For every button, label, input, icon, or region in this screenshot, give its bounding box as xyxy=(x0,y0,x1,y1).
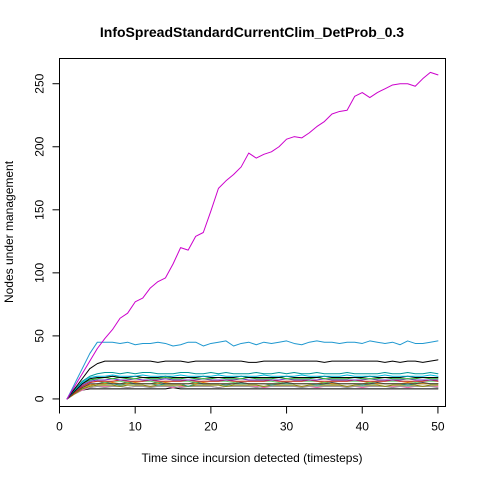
series-line-run-black-30 xyxy=(66,359,439,400)
series-line-run-green xyxy=(66,377,439,400)
x-tick-label: 10 xyxy=(129,420,143,434)
y-tick-label: 150 xyxy=(33,199,47,219)
x-tick-label: 20 xyxy=(204,420,218,434)
series-line-run-black-8 xyxy=(66,387,439,400)
y-tick-label: 100 xyxy=(33,263,47,283)
series-line-run-red xyxy=(66,379,439,400)
x-axis: 0 10 20 30 40 50 xyxy=(56,406,445,434)
y-axis: 0 50 100 150 200 250 xyxy=(33,73,60,402)
y-tick-label: 0 xyxy=(33,395,47,402)
y-tick-label: 250 xyxy=(33,73,47,93)
x-tick-label: 30 xyxy=(280,420,294,434)
series-line-run-steelblue xyxy=(66,340,439,400)
x-tick-label: 0 xyxy=(56,420,63,434)
x-tick-label: 40 xyxy=(356,420,370,434)
y-tick-label: 200 xyxy=(33,136,47,156)
series-layer xyxy=(66,71,439,400)
series-line-run-purple xyxy=(66,378,439,400)
series-line-run-olive xyxy=(66,384,439,400)
y-axis-label: Nodes under management xyxy=(2,160,16,303)
y-tick-label: 50 xyxy=(33,329,47,343)
chart-title: InfoSpreadStandardCurrentClim_DetProb_0.… xyxy=(100,24,404,40)
series-line-run-cyan xyxy=(66,374,439,400)
series-line-run-blue-teal xyxy=(66,371,439,400)
series-line-run-gray-low xyxy=(66,385,439,400)
x-tick-label: 50 xyxy=(431,420,445,434)
series-line-run-magenta xyxy=(66,71,439,400)
x-axis-label: Time since incursion detected (timesteps… xyxy=(142,451,363,465)
series-line-run-black-18 xyxy=(66,375,439,400)
